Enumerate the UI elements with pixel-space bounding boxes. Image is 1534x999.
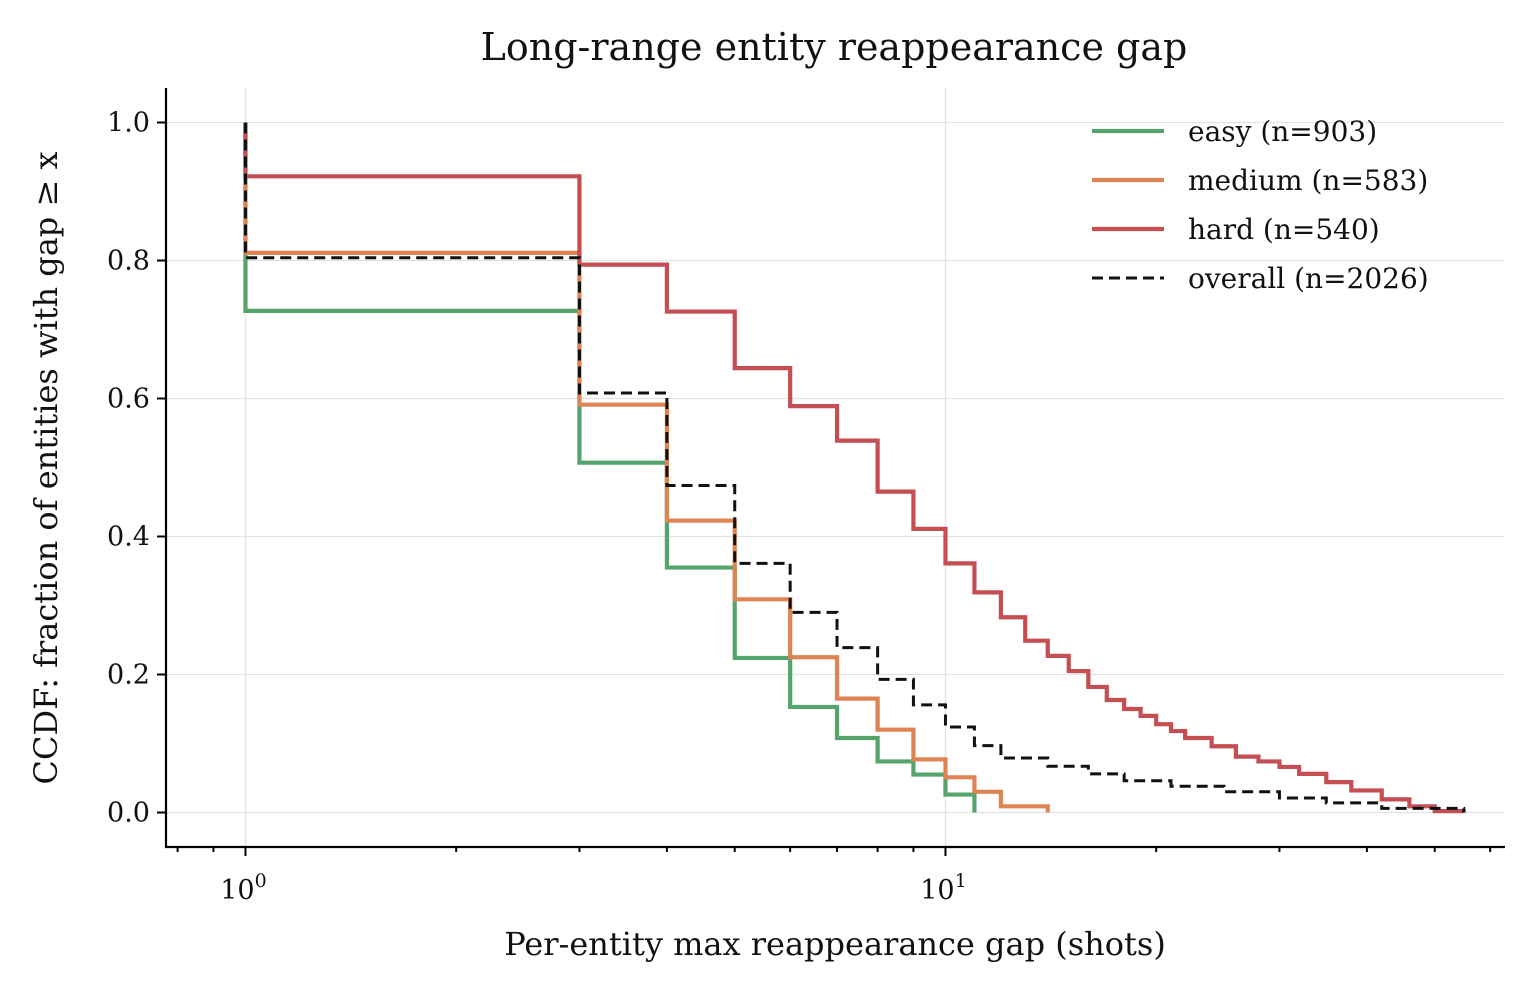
y-tick-label: 0.0 (107, 798, 150, 829)
x-tick-label: 101 (920, 870, 966, 906)
y-tick-label: 0.4 (107, 522, 150, 553)
x-axis-label: Per-entity max reappearance gap (shots) (504, 925, 1166, 963)
y-axis-label: CCDF: fraction of entities with gap ≥ x (27, 152, 65, 785)
legend: easy (n=903) medium (n=583) hard (n=540) ov… (1092, 115, 1429, 295)
series-line-hard (243, 122, 1466, 814)
x-tick-base: 10 (220, 875, 254, 906)
legend-label-overall: overall (n=2026) (1188, 262, 1429, 295)
y-tick-label: 0.6 (107, 384, 150, 415)
series-line-easy (243, 122, 977, 813)
series-line-medium (243, 122, 1050, 813)
chart-title: Long-range entity reappearance gap (481, 25, 1188, 69)
x-tick-exponent: 0 (255, 870, 267, 892)
legend-label-medium: medium (n=583) (1188, 164, 1428, 197)
y-tick-label: 1.0 (107, 108, 150, 139)
legend-label-hard: hard (n=540) (1188, 213, 1380, 246)
x-tick-base: 10 (920, 875, 954, 906)
legend-label-easy: easy (n=903) (1188, 115, 1377, 148)
series-layer (243, 122, 1466, 814)
series-line-overall (243, 122, 1466, 813)
y-tick-label: 0.2 (107, 660, 150, 691)
x-tick-exponent: 1 (955, 870, 967, 892)
x-tick-label: 100 (220, 870, 266, 906)
y-tick-label: 0.8 (107, 246, 150, 277)
